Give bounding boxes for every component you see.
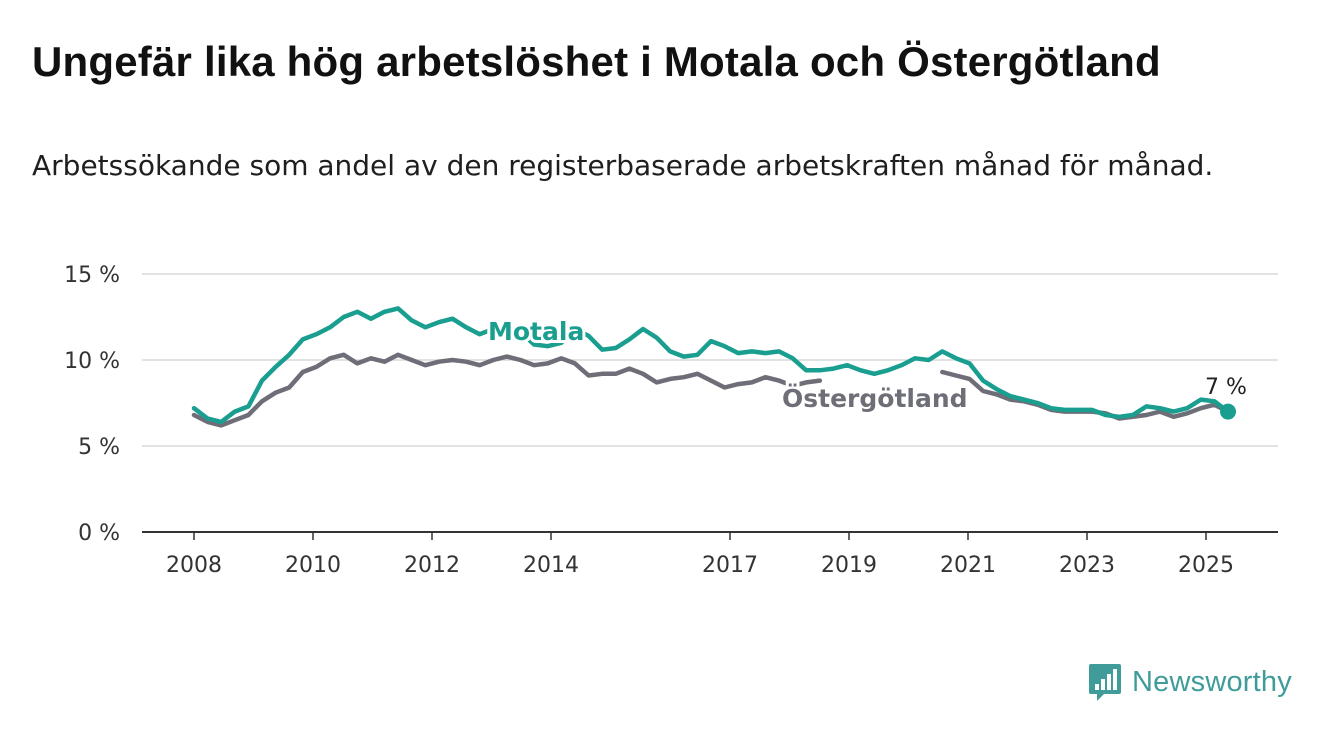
x-tick-label: 2023 [1059,553,1115,578]
y-tick-label: 5 % [78,435,120,460]
series-line-motala [191,306,1231,425]
y-tick-label: 0 % [78,521,120,546]
newsworthy-icon [1089,664,1121,701]
y-tick-label: 15 % [64,263,120,288]
x-axis-ticks: 2008 2010 2012 2014 2017 2019 2021 2023 2025 [166,532,1234,578]
x-tick-label: 2008 [166,553,222,578]
end-point-marker [1220,403,1236,420]
newsworthy-logo[interactable]: Newsworthy [1088,662,1292,702]
y-tick-label: 10 % [64,349,120,374]
x-tick-label: 2010 [285,553,341,578]
chart-title: Ungefär lika hög arbetslöshet i Motala o… [32,38,1161,85]
series-lines [191,306,1236,428]
x-tick-label: 2025 [1178,553,1234,578]
x-tick-label: 2014 [523,553,579,578]
series-labels: Motala Östergötland 7 % [485,314,1247,416]
chart-subtitle: Arbetssökande som andel av den registerb… [32,149,1214,182]
line-chart: 0 %5 %10 %15 % 2008 2010 2012 2014 2017 2019 2… [64,263,1278,578]
series-label-motala: Motala [488,317,584,346]
brand-name: Newsworthy [1132,665,1292,698]
series-label-ostergotland: Östergötland [782,383,968,413]
x-tick-label: 2012 [404,553,460,578]
x-tick-label: 2019 [821,553,877,578]
series-line-ostergotland [191,352,1231,428]
end-value-label: 7 % [1205,375,1247,400]
x-tick-label: 2021 [940,553,996,578]
y-axis-ticks: 0 % 5 % 10 % 15 % [64,263,120,546]
x-tick-label: 2017 [702,553,758,578]
grid-lines [142,273,1278,533]
